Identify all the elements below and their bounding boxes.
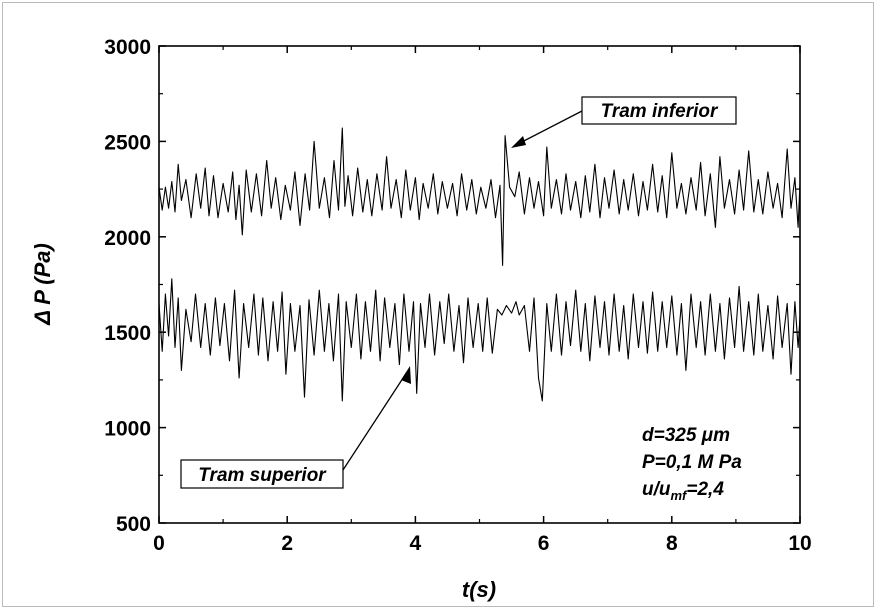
series-line-tram-inferior <box>158 127 801 266</box>
series-line-tram-superior <box>158 278 801 402</box>
y-axis-title: Δ P (Pa) <box>30 243 55 326</box>
param-pressure: P=0,1 M Pa <box>642 452 742 473</box>
axis-tick-labels: 0 2 4 6 8 10 500 1000 1500 2000 2500 3000 <box>104 36 811 555</box>
annotation-upper-arrow <box>515 110 583 146</box>
param-velocity-ratio: u/umf=2,4 <box>642 479 724 503</box>
y-tick-label-4: 2500 <box>104 131 151 154</box>
annotation-lower: Tram superior <box>180 366 411 489</box>
y-tick-label-2: 1500 <box>104 322 151 345</box>
x-axis-title: t(s) <box>462 577 496 602</box>
x-tick-label-1: 2 <box>281 532 293 555</box>
annotation-lower-arrow <box>342 371 408 471</box>
parameters-block: d=325 μm P=0,1 M Pa u/umf=2,4 <box>642 425 742 503</box>
x-tick-label-2: 4 <box>410 532 422 555</box>
axis-ticks <box>158 45 801 524</box>
annotation-upper-arrowhead <box>511 136 526 148</box>
x-tick-label-4: 8 <box>666 532 678 555</box>
annotation-lower-label: Tram superior <box>198 465 327 486</box>
series-layer <box>158 127 801 402</box>
param-diameter: d=325 μm <box>642 425 730 446</box>
annotation-upper-box <box>581 96 737 125</box>
y-tick-label-1: 1000 <box>104 418 151 441</box>
x-tick-label-3: 6 <box>538 532 550 555</box>
param-velocity-value: =2,4 <box>686 479 724 500</box>
y-tick-label-3: 2000 <box>104 227 151 250</box>
param-velocity-sub: mf <box>671 488 689 503</box>
x-tick-label-5: 10 <box>788 532 811 555</box>
param-velocity-main: u/u <box>642 479 671 500</box>
y-tick-label-5: 3000 <box>104 36 151 59</box>
annotation-lower-arrowhead <box>401 366 411 384</box>
annotation-lower-box <box>180 459 344 489</box>
x-tick-label-0: 0 <box>153 532 165 555</box>
annotation-upper-label: Tram inferior <box>601 101 719 122</box>
y-tick-label-0: 500 <box>116 513 151 536</box>
annotation-upper: Tram inferior <box>511 96 737 148</box>
